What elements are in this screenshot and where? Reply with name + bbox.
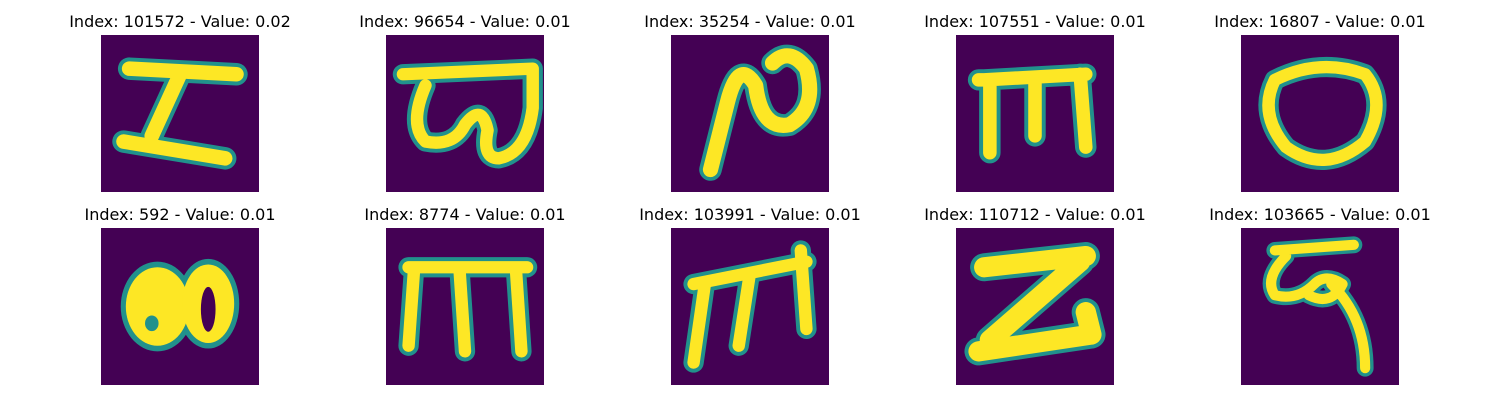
glyph-image-z-like	[101, 35, 259, 192]
grid-panel-9: Index: 110712 - Value: 0.01	[890, 205, 1180, 385]
grid-panel-10: Index: 103665 - Value: 0.01	[1175, 205, 1465, 385]
panel-title: Index: 592 - Value: 0.01	[84, 205, 276, 224]
panel-title: Index: 8774 - Value: 0.01	[364, 205, 566, 224]
grid-panel-2: Index: 96654 - Value: 0.01	[320, 12, 610, 192]
panel-title: Index: 107551 - Value: 0.01	[924, 12, 1146, 31]
grid-panel-7: Index: 8774 - Value: 0.01	[320, 205, 610, 385]
grid-panel-8: Index: 103991 - Value: 0.01	[605, 205, 895, 385]
panel-title: Index: 103991 - Value: 0.01	[639, 205, 861, 224]
grid-panel-1: Index: 101572 - Value: 0.02	[35, 12, 325, 192]
glyph-image-loop-stroke	[671, 35, 829, 192]
glyph-image-oval	[1241, 35, 1399, 192]
glyph-image-comb	[386, 228, 544, 385]
grid-panel-6: Index: 592 - Value: 0.01	[35, 205, 325, 385]
panel-title: Index: 110712 - Value: 0.01	[924, 205, 1146, 224]
panel-title: Index: 96654 - Value: 0.01	[359, 12, 571, 31]
grid-panel-5: Index: 16807 - Value: 0.01	[1175, 12, 1465, 192]
grid-panel-4: Index: 107551 - Value: 0.01	[890, 12, 1180, 192]
panel-title: Index: 103665 - Value: 0.01	[1209, 205, 1431, 224]
panel-title: Index: 16807 - Value: 0.01	[1214, 12, 1426, 31]
glyph-image-z-bar	[956, 228, 1114, 385]
glyph-image-hooked	[386, 35, 544, 192]
glyph-image-three-prong	[956, 35, 1114, 192]
panel-title: Index: 101572 - Value: 0.02	[69, 12, 291, 31]
glyph-image-curl-tail	[1241, 228, 1399, 385]
glyph-image-slanted-comb	[671, 228, 829, 385]
glyph-image-double-blob	[101, 228, 259, 385]
panel-title: Index: 35254 - Value: 0.01	[644, 12, 856, 31]
grid-panel-3: Index: 35254 - Value: 0.01	[605, 12, 895, 192]
